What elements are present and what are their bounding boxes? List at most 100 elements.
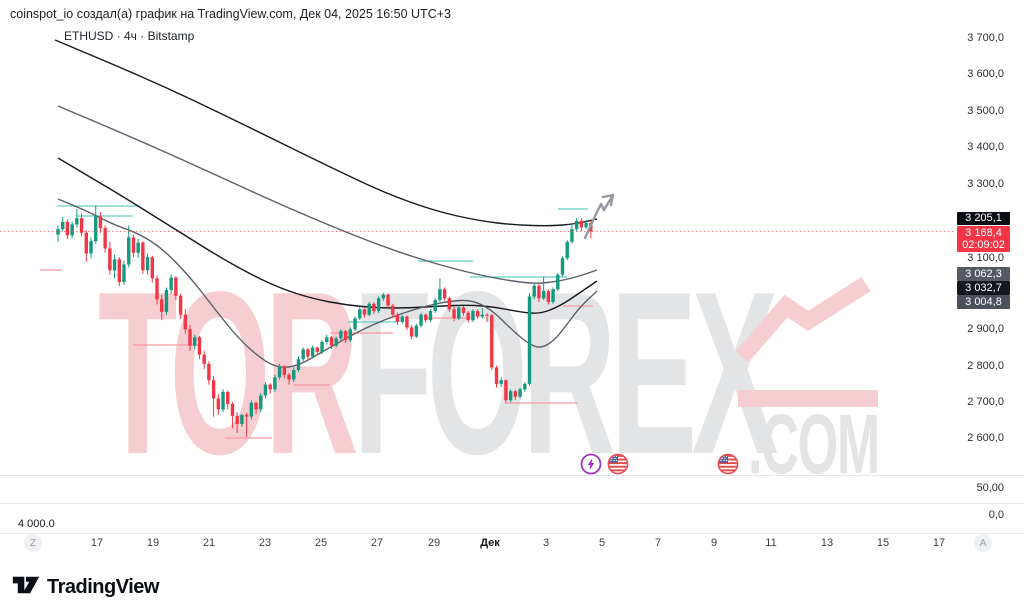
candle-body bbox=[273, 377, 277, 390]
candle-body bbox=[75, 218, 79, 225]
watermark-forex: FOREX bbox=[353, 244, 778, 503]
price-tick-label: 2 800,0 bbox=[967, 360, 1004, 372]
candle-body bbox=[226, 391, 230, 404]
candle-body bbox=[79, 218, 84, 233]
candle-body bbox=[400, 316, 404, 322]
candle-body bbox=[183, 314, 188, 330]
candle-body bbox=[263, 384, 268, 396]
candle-body bbox=[131, 237, 136, 253]
symbol-legend[interactable]: ETHUSD · 4ч · Bitstamp bbox=[64, 29, 195, 43]
torforex-watermark: TORFOREX bbox=[98, 258, 778, 490]
candle-body bbox=[376, 298, 381, 312]
us-flag-icon[interactable] bbox=[608, 455, 628, 472]
candle-body bbox=[188, 329, 192, 346]
candle-body bbox=[89, 241, 93, 254]
price-tick-label: 2 600,0 bbox=[967, 432, 1004, 444]
candle-body bbox=[160, 299, 164, 312]
candle-body bbox=[296, 359, 301, 371]
candle-body bbox=[56, 229, 60, 235]
price-level-badge: 3 032,7 bbox=[957, 281, 1010, 295]
candle-body bbox=[211, 380, 216, 399]
candle-body bbox=[461, 307, 466, 313]
candle-body bbox=[490, 315, 494, 368]
candle-body bbox=[249, 402, 254, 417]
candle-body bbox=[141, 242, 145, 271]
candle-body bbox=[513, 391, 518, 397]
candle-body bbox=[103, 228, 107, 249]
pane-separator-1[interactable] bbox=[0, 475, 1024, 476]
candle-body bbox=[202, 354, 206, 364]
moving-average-line-1 bbox=[54, 39, 598, 227]
price-tick-label: 2 900,0 bbox=[967, 323, 1004, 335]
time-tick-label: 27 bbox=[370, 537, 384, 549]
candle-body bbox=[485, 314, 489, 316]
candle-body bbox=[117, 259, 121, 282]
us-flag-icon[interactable] bbox=[718, 455, 738, 472]
watermark-com: .COM bbox=[748, 397, 880, 491]
candle-body bbox=[221, 391, 225, 410]
price-tick-label: 3 500,0 bbox=[967, 105, 1004, 117]
moving-average-line-3 bbox=[57, 157, 598, 314]
moving-average-line-4 bbox=[57, 198, 598, 368]
candle-body bbox=[348, 329, 353, 341]
price-tick-label: 3 100,0 bbox=[967, 252, 1004, 264]
candle-body bbox=[343, 331, 348, 341]
scroll-oldest-button[interactable]: Z bbox=[24, 534, 42, 552]
auto-scale-button[interactable]: A bbox=[974, 534, 992, 552]
candle-body bbox=[244, 414, 249, 417]
candle-body bbox=[193, 337, 197, 346]
candle-body bbox=[353, 318, 357, 330]
candle-body bbox=[494, 367, 499, 384]
candle-body bbox=[367, 303, 371, 315]
candle-body bbox=[358, 309, 362, 319]
candle-body bbox=[98, 216, 103, 229]
candle-body bbox=[301, 349, 305, 360]
candle-body bbox=[457, 307, 461, 319]
candle-body bbox=[315, 347, 320, 352]
candle-body bbox=[169, 277, 173, 290]
price-tick-label: 3 600,0 bbox=[967, 68, 1004, 80]
candle-body bbox=[329, 337, 334, 346]
price-tick-label: 2 700,0 bbox=[967, 396, 1004, 408]
candle-body bbox=[254, 402, 258, 410]
candle-body bbox=[207, 363, 211, 381]
time-tick-label: Дек bbox=[480, 537, 500, 549]
candle-body bbox=[112, 259, 117, 271]
candle-body bbox=[84, 232, 88, 254]
candle-body bbox=[395, 314, 400, 322]
watermark-bar bbox=[738, 390, 878, 407]
candle-body bbox=[433, 300, 437, 312]
candle-body bbox=[541, 291, 546, 299]
candle-body bbox=[292, 370, 296, 380]
candle-body bbox=[471, 311, 475, 321]
candle-body bbox=[480, 314, 485, 317]
candle-body bbox=[65, 221, 70, 236]
time-tick-label: 17 bbox=[90, 537, 104, 549]
watermark-arrow-icon bbox=[735, 276, 871, 363]
candle-body bbox=[178, 295, 183, 315]
candle-body bbox=[475, 311, 480, 317]
candle-body bbox=[362, 309, 367, 315]
us-flag-icon-ring bbox=[717, 453, 739, 475]
candle-body bbox=[310, 347, 315, 357]
trend-arrow-head bbox=[609, 193, 615, 207]
candle-body bbox=[174, 277, 178, 296]
candle-body bbox=[532, 285, 536, 297]
price-tick-label: 50,00 bbox=[976, 482, 1004, 494]
candle-body bbox=[381, 294, 386, 299]
tradingview-logo[interactable]: TradingView bbox=[12, 572, 159, 603]
candle-body bbox=[391, 305, 395, 315]
candle-body bbox=[277, 366, 282, 378]
candle-body bbox=[127, 237, 131, 265]
candle-body bbox=[386, 294, 390, 306]
candle-body bbox=[197, 337, 202, 355]
candle-body bbox=[94, 216, 98, 242]
candle-body bbox=[150, 257, 154, 279]
candle-body bbox=[306, 349, 310, 357]
price-tick-label: 0,0 bbox=[988, 509, 1004, 521]
candle-body bbox=[268, 384, 272, 390]
pane-separator-2[interactable] bbox=[0, 503, 1024, 504]
candle-body bbox=[334, 338, 338, 346]
time-tick-label: 9 bbox=[710, 537, 718, 549]
